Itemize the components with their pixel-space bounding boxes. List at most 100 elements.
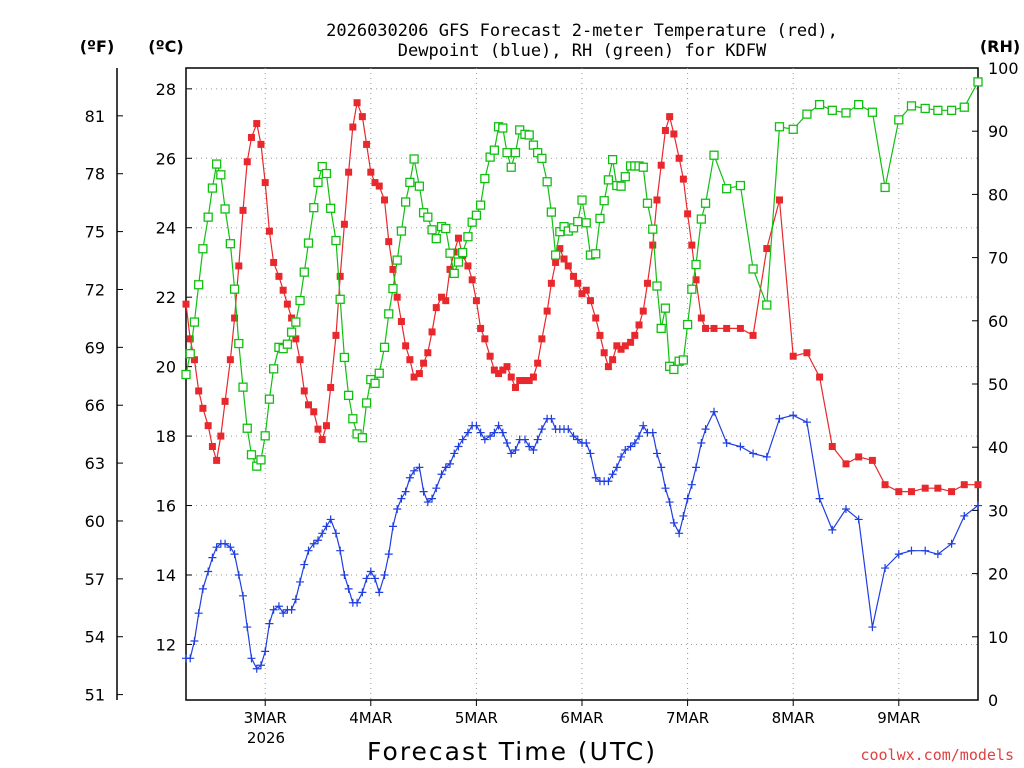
dewpoint-point [657,463,666,472]
rh-point [286,327,297,337]
rh-point [691,259,701,270]
rh-point [326,203,336,213]
dewpoint-point [221,539,230,548]
rh-point [229,284,240,294]
rh-point [291,317,301,327]
temperature-point [340,220,348,228]
temperature-point [481,335,489,343]
dewpoint-point [274,602,283,611]
temperature-point [564,262,572,270]
temperature-point [710,324,718,332]
temperature-point [538,335,546,343]
rh-tick-label: 80 [988,185,1008,204]
temperature-point [868,456,876,464]
rh-point [256,455,266,465]
temperature-point [490,366,498,374]
fahrenheit-tick-label: 75 [85,223,105,242]
dewpoint-point [881,564,890,573]
rh-point [198,244,208,254]
temperature-point [684,210,692,218]
dewpoint-line [186,410,979,670]
temperature-point [723,324,731,332]
dewpoint-point [186,654,195,663]
rh-point [669,364,679,375]
temperature-point [472,297,480,305]
temperature-point [661,127,669,135]
temperature-point [816,373,824,381]
dewpoint-point [586,449,595,458]
dewpoint-point [384,550,393,559]
dewpoint-point [529,445,538,454]
dewpoint-point [226,543,235,552]
temperature-point [635,321,643,329]
temperature-point [486,352,494,360]
dewpoint-point [314,536,322,545]
temperature-point [574,279,582,287]
dewpoint-point [437,470,446,479]
celsius-tick-label: 14 [156,566,176,585]
rh-point [599,196,609,206]
dewpoint-point [405,473,414,482]
rh-point [295,295,305,306]
temperature-point [424,349,432,357]
temperature-point [406,356,414,364]
dewpoint-point [239,591,248,600]
rh-point [735,180,746,191]
temperature-point [570,272,578,280]
temperature-point [516,377,524,385]
rh-point [299,267,309,277]
rh-point [357,433,368,443]
rh-point [542,177,552,187]
rh-point [282,339,293,349]
temperature-point [327,383,335,391]
dewpoint-point [322,522,331,531]
temperature-point [666,113,674,121]
temperature-point [402,342,410,350]
rh-point [268,364,279,374]
rh-point [867,107,878,117]
dewpoint-point [454,442,463,451]
rh-unit-label: (RH) [980,37,1020,56]
dewpoint-point [815,494,824,503]
dewpoint-point [410,466,419,475]
dewpoint-point [520,435,529,444]
temperature-point [697,314,705,322]
dewpoint-point [472,421,481,430]
temperature-point [257,140,265,148]
temperature-point [239,206,247,214]
temperature-point [534,359,542,367]
dewpoint-point [490,428,499,437]
dewpoint-point [353,598,362,607]
rh-point [502,148,512,158]
temperature-point [586,297,594,305]
rh-point [309,203,319,213]
dewpoint-point [648,428,657,437]
dewpoint-point [661,484,670,493]
fahrenheit-tick-label: 51 [85,686,105,705]
fahrenheit-tick-label: 54 [85,628,105,647]
rh-point [489,145,500,155]
date-tick-label: 3MAR [244,709,287,727]
temperature-point [609,356,617,364]
rh-tick-label: 90 [988,122,1008,141]
dewpoint-point [630,439,639,448]
rh-point [933,105,943,115]
rh-point [678,355,689,365]
dewpoint-point [604,477,613,486]
rh-point [321,168,332,179]
rh-point [642,198,653,208]
dewpoint-point [894,550,903,559]
dewpoint-point [428,494,437,503]
rh-point [616,181,626,191]
dewpoint-point [358,588,367,597]
temperature-point [578,290,586,298]
rh-point [920,103,930,114]
temperature-point [464,262,472,270]
temperature-point [948,488,956,496]
rh-point [449,268,459,279]
temperature-point [736,324,744,332]
rh-point [463,232,473,242]
dewpoint-point [652,449,661,458]
temperature-point [381,196,389,204]
